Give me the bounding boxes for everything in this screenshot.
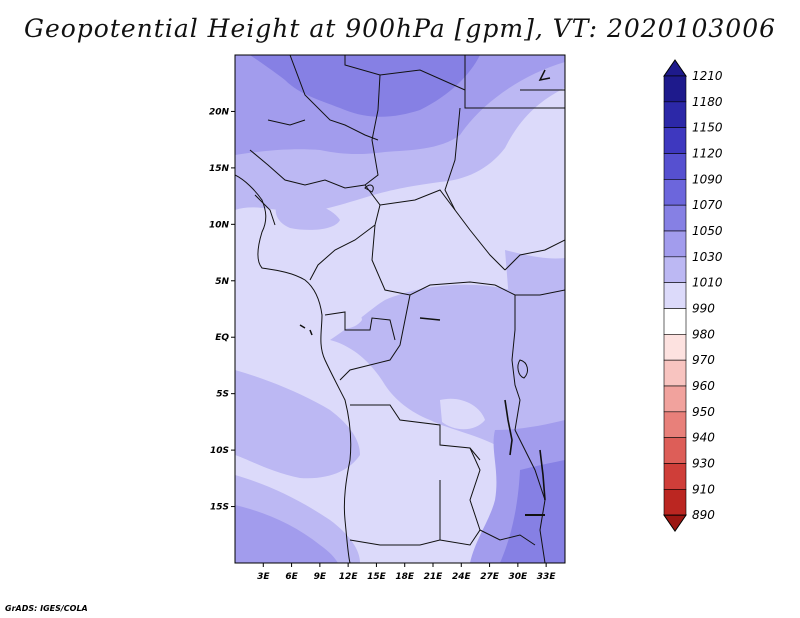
colorbar-swatch xyxy=(663,256,687,283)
colorbar-label: 1180 xyxy=(692,95,723,109)
longitude-axis: 3E 6E 9E 12E 15E 18E 21E 24E 27E 30E 33E xyxy=(257,563,556,582)
border-angola-south xyxy=(349,480,441,546)
colorbar-swatch xyxy=(663,308,687,335)
lon-tick-label: 15E xyxy=(367,572,387,582)
lon-tick-label: 33E xyxy=(537,572,557,582)
colorbar: 1210 1180 1150 1120 1090 1070 1050 1030 1010 990 9… xyxy=(663,59,723,533)
colorbar-label: 940 xyxy=(692,431,715,445)
border-ssudan xyxy=(494,284,565,296)
lon-tick-label: 9E xyxy=(314,572,327,582)
border-zimbabwe xyxy=(479,529,536,546)
lon-tick-label: 30E xyxy=(509,572,529,582)
lon-tick-label: 18E xyxy=(395,572,415,582)
patch-1010-1 xyxy=(440,398,485,430)
border-benin xyxy=(254,194,276,226)
colorbar-label: 1070 xyxy=(692,198,723,212)
colorbar-swatch xyxy=(663,101,687,128)
colorbar-label: 970 xyxy=(692,353,715,367)
colorbar-label: 1050 xyxy=(692,224,723,238)
credit-label: GrADS: IGES/COLA xyxy=(5,604,88,613)
lat-tick-label: 15S xyxy=(210,503,229,513)
border-niger xyxy=(289,55,379,141)
lon-tick-label: 12E xyxy=(339,572,359,582)
colorbar-label: 910 xyxy=(692,482,715,496)
band-1030-central xyxy=(330,284,565,474)
islands xyxy=(299,317,441,336)
colorbar-label: 980 xyxy=(692,327,715,341)
colorbar-label: 930 xyxy=(692,457,715,471)
lon-tick-label: 6E xyxy=(285,572,298,582)
colorbar-label: 1150 xyxy=(692,121,723,135)
border-drc-east xyxy=(511,295,521,431)
colorbar-swatch xyxy=(663,282,687,309)
colorbar-label: 1010 xyxy=(692,276,723,290)
latitude-axis: 20N 15N 10N 5N EQ 5S 10S 15S xyxy=(209,107,235,513)
colorbar-bottom-arrow xyxy=(663,514,687,533)
colorbar-label: 890 xyxy=(692,508,715,522)
band-1030-east xyxy=(505,250,565,323)
band-1050-south xyxy=(235,505,338,563)
border-gabon xyxy=(324,311,396,341)
colorbar-swatch xyxy=(663,179,687,206)
colorbar-label: 1090 xyxy=(692,172,723,186)
lat-tick-label: 5N xyxy=(215,277,229,287)
colorbar-top-arrow xyxy=(663,59,687,77)
lat-tick-label: EQ xyxy=(215,333,229,343)
lon-tick-label: 27E xyxy=(480,572,500,582)
lat-tick-label: 10S xyxy=(210,446,229,456)
border-nigeria-north xyxy=(249,149,366,189)
colorbar-label: 990 xyxy=(692,302,715,316)
border-ethiopia xyxy=(504,239,565,271)
colorbar-label: 1210 xyxy=(692,69,723,83)
map-title: Geopotential Height at 900hPa [gpm], VT:… xyxy=(23,14,777,43)
colorbar-swatch xyxy=(663,463,687,490)
colorbar-swatch xyxy=(663,411,687,438)
colorbar-swatch xyxy=(663,127,687,154)
lake-malawi xyxy=(539,449,546,501)
colorbar-swatch xyxy=(663,204,687,232)
lon-tick-label: 21E xyxy=(424,572,444,582)
map-frame xyxy=(234,54,566,564)
border-mali xyxy=(267,119,306,126)
colorbar-swatch xyxy=(663,75,687,103)
band-1070-north xyxy=(250,55,480,117)
border-chad-libya xyxy=(364,74,381,186)
lake-victoria xyxy=(517,359,528,379)
colorbar-label: 950 xyxy=(692,405,715,419)
coast-redsea xyxy=(538,69,551,82)
contour-fill xyxy=(235,55,565,563)
colorbar-swatch xyxy=(663,230,687,258)
colorbar-swatch xyxy=(663,385,687,413)
lake-tanganyika xyxy=(504,399,513,456)
border-zambia xyxy=(439,447,481,546)
band-1030-west xyxy=(275,199,340,230)
lat-tick-label: 5S xyxy=(216,390,229,400)
colorbar-swatch xyxy=(663,334,687,361)
lat-tick-label: 10N xyxy=(209,220,230,230)
atlantic-coastline xyxy=(235,174,352,563)
lon-tick-label: 24E xyxy=(452,572,472,582)
colorbar-swatch xyxy=(663,437,687,464)
border-tanzania-moz xyxy=(514,429,546,563)
boundaries xyxy=(235,55,565,563)
patch-1010-2 xyxy=(330,304,362,329)
lat-tick-label: 20N xyxy=(209,107,230,117)
colorbar-swatch xyxy=(663,489,687,516)
border-congo xyxy=(339,294,411,381)
colorbar-swatch xyxy=(663,359,687,387)
colorbar-swatch xyxy=(663,153,687,180)
lon-tick-label: 3E xyxy=(257,572,270,582)
colorbar-label: 1030 xyxy=(692,250,723,264)
band-1070-southeast xyxy=(500,460,565,563)
border-chad-sudan xyxy=(379,189,456,211)
lat-tick-label: 15N xyxy=(209,164,230,174)
lake-chad xyxy=(364,184,374,193)
colorbar-label: 1120 xyxy=(692,147,723,161)
band-1030-southwest xyxy=(235,370,360,479)
colorbar-label: 960 xyxy=(692,379,715,393)
